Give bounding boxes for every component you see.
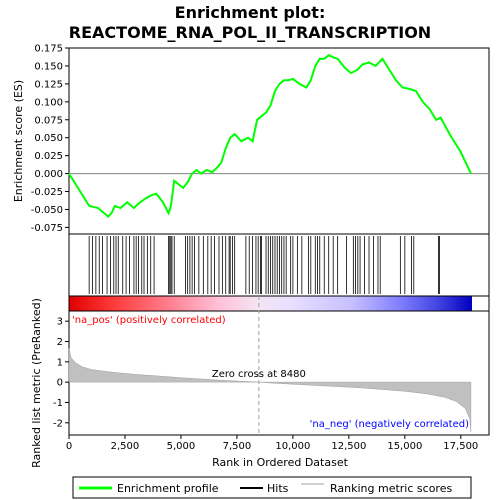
es-y-tick-label: 0.000 bbox=[34, 169, 63, 180]
x-tick-label: 17,500 bbox=[443, 441, 478, 452]
chart-title: Enrichment plot: bbox=[175, 3, 326, 22]
es-y-tick-label: -0.075 bbox=[31, 223, 63, 234]
legend-label-hits: Hits bbox=[267, 482, 289, 495]
x-tick-label: 7,500 bbox=[223, 441, 252, 452]
metric-x-axis: 0 2,500 5,000 7,500 10,000 12,500 15,000 17,500 bbox=[66, 435, 478, 452]
x-axis-label: Rank in Ordered Dataset bbox=[212, 456, 349, 469]
es-y-tick-label: 0.025 bbox=[34, 151, 63, 162]
legend-label-ranking-metric: Ranking metric scores bbox=[330, 482, 452, 495]
es-y-tick-label: 0.050 bbox=[34, 133, 63, 144]
es-y-tick-label: 0.125 bbox=[34, 79, 63, 90]
metric-y-axis-label: Ranked list metric (PreRanked) bbox=[30, 298, 43, 468]
metric-y-tick-label: 3 bbox=[57, 317, 63, 328]
annotation-na-neg: 'na_neg' (negatively correlated) bbox=[310, 419, 469, 430]
annotation-zero-cross: Zero cross at 8480 bbox=[212, 369, 306, 380]
enrichment-profile-line bbox=[68, 54, 472, 218]
x-tick-label: 0 bbox=[66, 441, 72, 452]
metric-y-tick-label: 1 bbox=[57, 357, 63, 368]
es-y-tick-label: -0.050 bbox=[31, 205, 63, 216]
metric-y-axis: 3 2 1 0 -1 -2 bbox=[53, 317, 69, 429]
correlation-color-bar bbox=[69, 296, 472, 311]
hits-panel bbox=[68, 233, 490, 297]
hits-panel-frame bbox=[68, 233, 490, 297]
es-y-tick-label: -0.025 bbox=[31, 187, 63, 198]
ranking-metric-area bbox=[68, 348, 472, 433]
metric-y-tick-label: 0 bbox=[57, 378, 63, 389]
metric-panel: 3 2 1 0 -1 -2 0 2,500 5,000 7,500 10,000 12,500 15,… bbox=[30, 296, 490, 469]
x-tick-label: 12,500 bbox=[331, 441, 366, 452]
x-tick-label: 2,500 bbox=[111, 441, 140, 452]
x-tick-label: 15,000 bbox=[387, 441, 422, 452]
es-y-axis: 0.175 0.150 0.125 0.100 0.075 0.050 0.025 0.000… bbox=[31, 44, 69, 234]
x-tick-label: 5,000 bbox=[167, 441, 196, 452]
metric-panel-frame bbox=[68, 310, 490, 436]
annotation-na-pos: 'na_pos' (positively correlated) bbox=[72, 315, 226, 326]
es-y-axis-label: Enrichment score (ES) bbox=[12, 80, 25, 202]
chart-title-line2: REACTOME_RNA_POL_II_TRANSCRIPTION bbox=[69, 23, 431, 42]
legend: Enrichment profile Hits Ranking metric s… bbox=[72, 476, 472, 499]
legend-box bbox=[72, 476, 472, 499]
es-y-tick-label: 0.150 bbox=[34, 61, 63, 72]
es-y-tick-label: 0.075 bbox=[34, 115, 63, 126]
colorbar-panel bbox=[68, 295, 490, 312]
es-y-tick-label: 0.175 bbox=[34, 44, 63, 55]
hit-marks bbox=[88, 236, 440, 294]
es-panel: 0.175 0.150 0.125 0.100 0.075 0.050 0.025 0.000… bbox=[12, 44, 490, 235]
es-y-tick-label: 0.100 bbox=[34, 97, 63, 108]
metric-y-tick-label: -2 bbox=[53, 418, 63, 429]
metric-y-tick-label: 2 bbox=[57, 337, 63, 348]
legend-label-enrichment-profile: Enrichment profile bbox=[117, 482, 219, 495]
metric-y-tick-label: -1 bbox=[53, 398, 63, 409]
x-tick-label: 10,000 bbox=[275, 441, 310, 452]
